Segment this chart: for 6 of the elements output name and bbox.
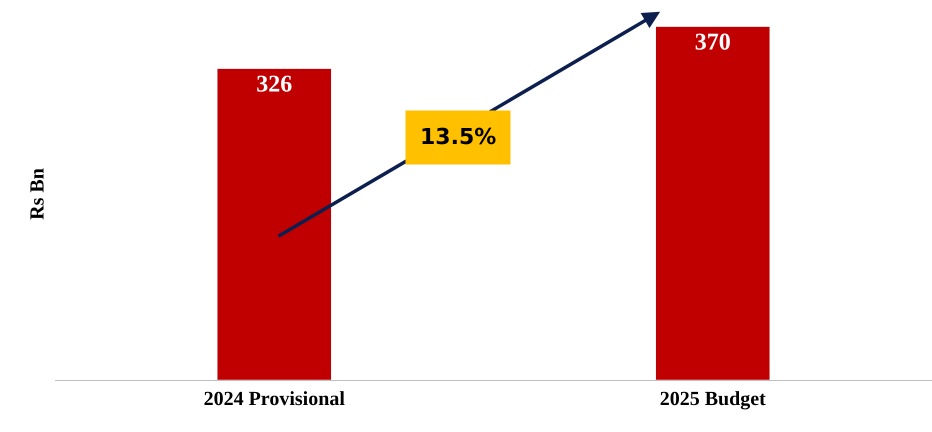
annotation: 13.5% [420,125,496,150]
data-label: 326 [256,72,292,98]
x-tick-label: 2025 Budget [660,388,766,410]
data-label: 370 [694,30,731,56]
y-axis-title: Rs Bn [26,168,48,220]
x-tick-label: 2024 Provisional [204,388,346,410]
